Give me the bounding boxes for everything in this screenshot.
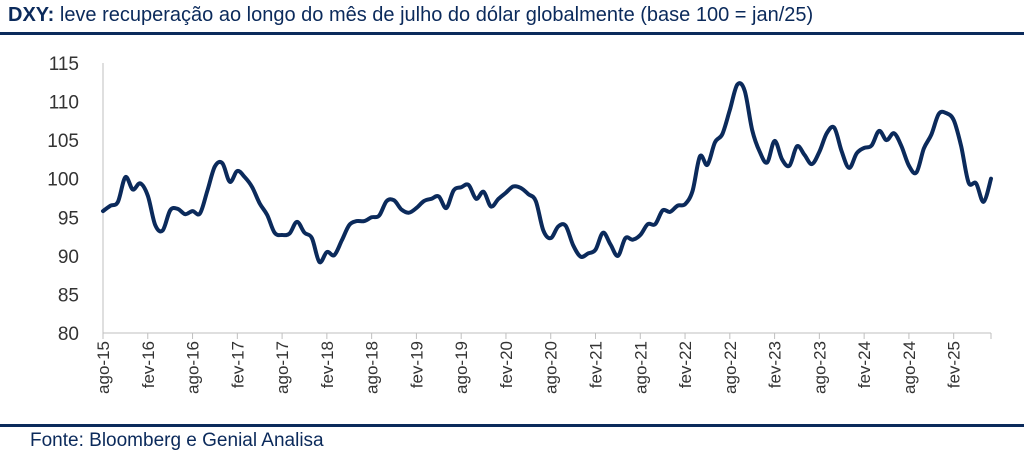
chart-title: DXY: leve recuperação ao longo do mês de… <box>8 4 813 27</box>
x-axis: ago-15 fev-16 ago-16 fev-17 ago-17 fev-18 ago-… <box>94 332 992 394</box>
y-tick-label: 95 <box>58 208 79 229</box>
y-tick-label: 80 <box>58 324 79 345</box>
source-note: Fonte: Bloomberg e Genial Analisa <box>30 430 324 451</box>
y-tick-label: 100 <box>47 170 79 191</box>
x-tick-label: fev-20 <box>497 341 516 388</box>
x-tick-label: fev-16 <box>139 341 158 388</box>
x-tick-label: fev-18 <box>318 341 337 388</box>
x-tick-label: ago-19 <box>452 341 471 394</box>
y-tick-label: 105 <box>47 131 79 152</box>
dxy-series-line <box>101 81 993 265</box>
x-tick-label: ago-20 <box>542 341 561 394</box>
x-tick-label: ago-22 <box>721 341 740 394</box>
top-rule <box>0 32 1024 35</box>
x-tick-label: ago-24 <box>900 341 919 394</box>
title-bold: DXY: <box>8 4 55 26</box>
title-text: leve recuperação ao longo do mês de julh… <box>54 4 814 26</box>
x-tick-label: fev-21 <box>587 341 606 388</box>
x-tick-label: fev-25 <box>945 341 964 388</box>
x-tick-label: ago-18 <box>363 341 382 394</box>
bottom-rule <box>0 424 1024 427</box>
x-tick-label: ago-17 <box>273 341 292 394</box>
x-tick-label: ago-21 <box>631 341 650 394</box>
x-tick-label: ago-23 <box>810 341 829 394</box>
y-tick-label: 90 <box>58 247 79 268</box>
x-tick-label: fev-23 <box>766 341 785 388</box>
x-tick-label: fev-24 <box>855 341 874 388</box>
x-tick-label: ago-16 <box>184 341 203 394</box>
x-tick-label: fev-22 <box>676 341 695 388</box>
y-tick-label: 85 <box>58 285 79 306</box>
x-tick-label: fev-19 <box>407 341 426 388</box>
x-tick-label: fev-17 <box>228 341 247 388</box>
y-tick-label: 110 <box>49 93 79 114</box>
y-axis: 80 85 90 95 100 105 110 115 <box>47 54 104 345</box>
y-tick-label: 115 <box>49 54 79 75</box>
x-tick-label: ago-15 <box>94 341 113 394</box>
